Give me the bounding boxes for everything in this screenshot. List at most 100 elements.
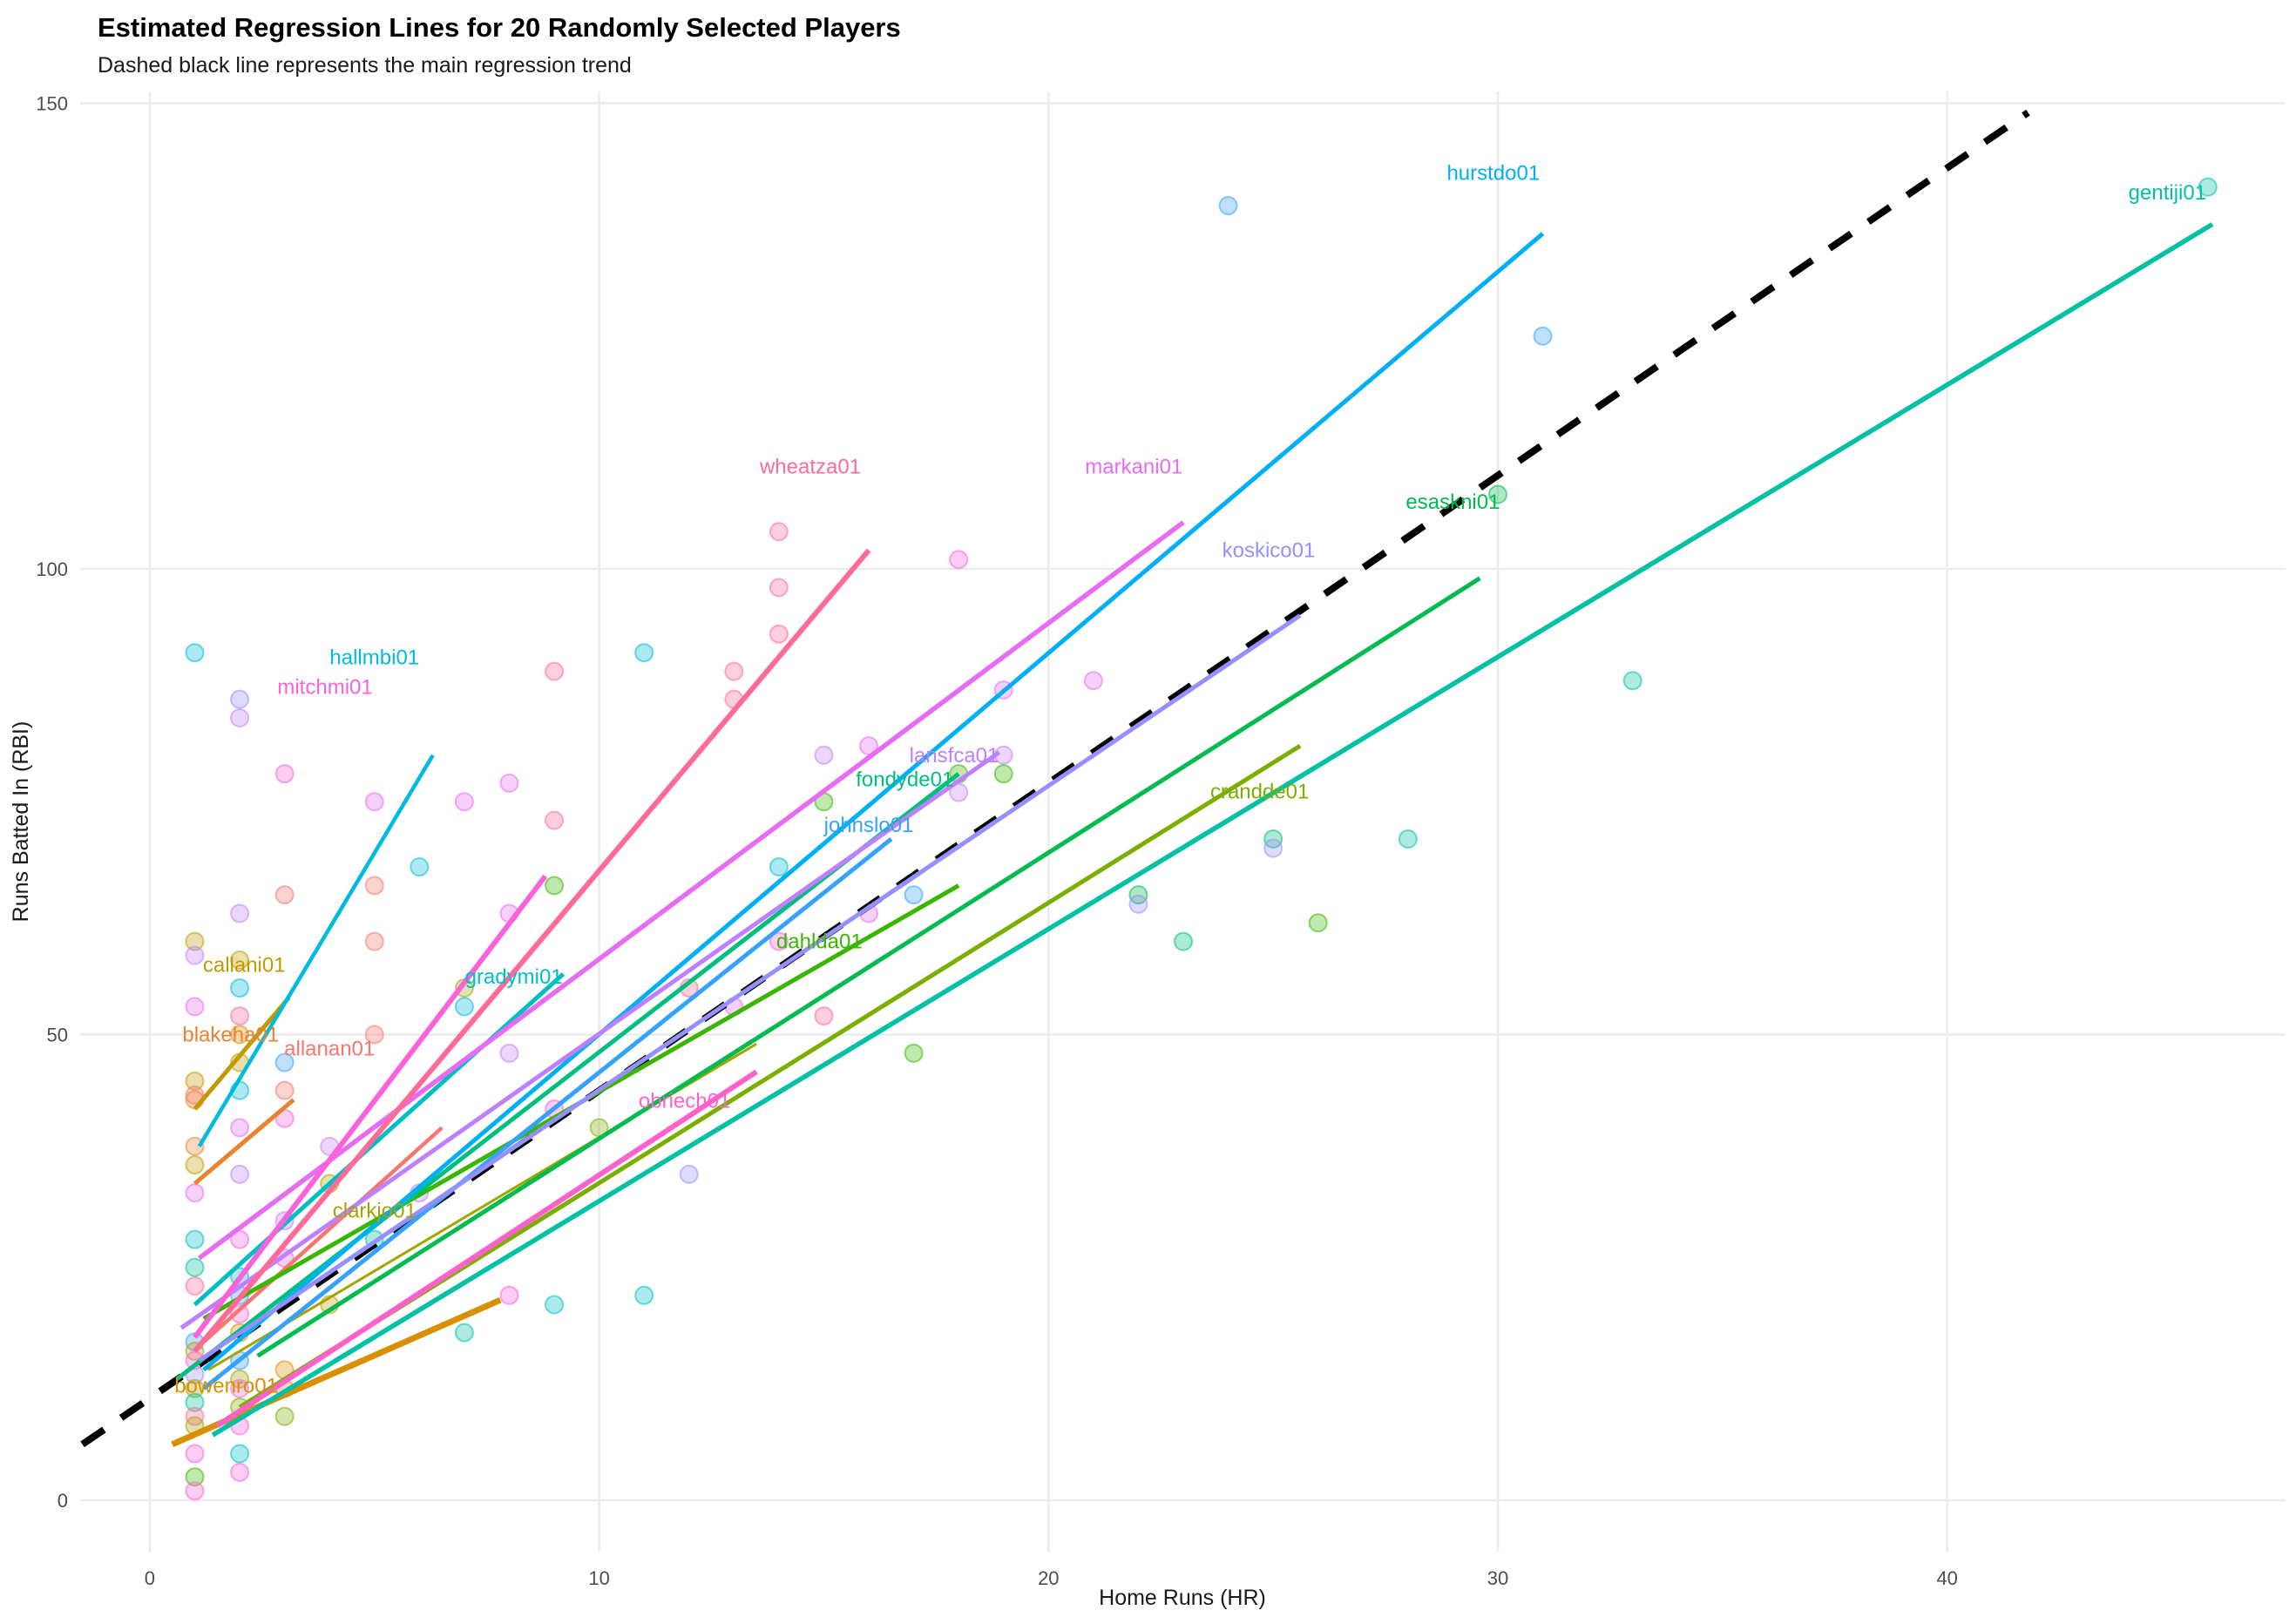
- player-label-gentiji01: gentiji01: [2129, 181, 2206, 205]
- data-point: [185, 1276, 205, 1296]
- data-point: [724, 661, 744, 681]
- data-point: [769, 578, 789, 598]
- data-point: [454, 1323, 474, 1343]
- data-point: [185, 1183, 205, 1203]
- regression-line-callani01: [193, 996, 291, 1111]
- data-point: [1218, 196, 1238, 216]
- player-label-bowenro01: bowenro01: [174, 1375, 278, 1398]
- y-tick-50: 50: [47, 1024, 68, 1045]
- data-point: [1622, 671, 1642, 691]
- data-point: [1083, 671, 1103, 691]
- x-tick-10: 10: [588, 1567, 609, 1589]
- data-point: [1263, 838, 1283, 858]
- data-point: [230, 903, 250, 924]
- data-point: [185, 1257, 205, 1277]
- data-point: [769, 624, 789, 644]
- player-label-mitchmi01: mitchmi01: [277, 676, 372, 700]
- data-point: [679, 1164, 699, 1184]
- x-tick-0: 0: [145, 1567, 155, 1589]
- data-point: [499, 773, 519, 793]
- data-point: [185, 1481, 205, 1501]
- player-label-lansfca01: lansfca01: [910, 744, 999, 768]
- data-point: [185, 1229, 205, 1249]
- player-label-markani01: markani01: [1085, 455, 1182, 478]
- data-point: [185, 1378, 205, 1398]
- data-point: [545, 810, 565, 830]
- player-label-callani01: callani01: [203, 953, 286, 977]
- data-point: [949, 782, 969, 802]
- data-point: [230, 708, 250, 728]
- data-point: [230, 978, 250, 998]
- player-label-hallmbi01: hallmbi01: [329, 646, 419, 670]
- player-label-esaskni01: esaskni01: [1405, 491, 1500, 514]
- data-point: [1533, 326, 1553, 346]
- regression-line-koskico01: [198, 613, 1302, 1363]
- player-label-wheatza01: wheatza01: [759, 455, 861, 478]
- axis-tick-labels: 0 10 20 30 40 0 50 100 150: [36, 92, 1958, 1589]
- regression-line-markani01: [198, 520, 1185, 1261]
- data-point: [230, 1444, 250, 1464]
- data-point: [185, 1155, 205, 1175]
- data-point: [230, 1006, 250, 1026]
- player-regression-lines: [171, 222, 2214, 1448]
- data-point: [769, 857, 789, 877]
- regression-line-mitchmi01: [193, 874, 548, 1339]
- scatter-points: [185, 177, 2218, 1501]
- player-label-hurstdo01: hurstdo01: [1446, 162, 1540, 186]
- player-label-clarkjo01: clarkjo01: [333, 1200, 417, 1223]
- data-point: [454, 997, 474, 1017]
- data-point: [949, 550, 969, 570]
- data-point: [274, 1052, 295, 1072]
- data-point: [2198, 177, 2218, 197]
- data-point: [185, 997, 205, 1017]
- chart-subtitle: Dashed black line represents the main re…: [98, 53, 632, 78]
- data-point: [274, 1080, 295, 1100]
- regression-line-esaskni01: [256, 576, 1481, 1358]
- player-label-koskico01: koskico01: [1223, 539, 1316, 563]
- data-point: [274, 1406, 295, 1426]
- data-point: [499, 1285, 519, 1305]
- data-point: [185, 1085, 205, 1105]
- player-label-obriech01: obriech01: [639, 1089, 730, 1113]
- data-point: [230, 689, 250, 709]
- data-point: [814, 745, 834, 765]
- data-point: [1487, 484, 1507, 504]
- y-tick-150: 150: [36, 92, 68, 114]
- player-label-allanan01: allanan01: [284, 1038, 375, 1061]
- data-point: [230, 1462, 250, 1482]
- data-point: [993, 764, 1013, 784]
- y-tick-100: 100: [36, 558, 68, 580]
- data-point: [545, 876, 565, 896]
- data-point: [185, 931, 205, 951]
- data-point: [185, 643, 205, 663]
- data-point: [1128, 894, 1148, 914]
- player-label-johnslo01: johnslo01: [823, 814, 914, 837]
- regression-line-obriech01: [215, 1069, 758, 1428]
- player-label-gradymi01: gradymi01: [465, 965, 563, 989]
- player-label-blakeha01: blakeha01: [182, 1023, 279, 1046]
- data-point: [1398, 829, 1418, 849]
- data-point: [1174, 931, 1194, 951]
- regression-line-blakeha01: [193, 1098, 295, 1186]
- data-point: [274, 885, 295, 905]
- data-point: [769, 522, 789, 542]
- data-point: [1308, 913, 1328, 933]
- y-tick-0: 0: [58, 1490, 68, 1512]
- x-tick-40: 40: [1936, 1567, 1957, 1589]
- x-tick-30: 30: [1487, 1567, 1508, 1589]
- data-point: [274, 764, 295, 784]
- data-point: [364, 931, 384, 951]
- regression-line-hallmbi01: [197, 754, 435, 1147]
- data-point: [185, 945, 205, 965]
- gridlines: [80, 91, 2286, 1552]
- data-point: [230, 1025, 250, 1045]
- data-point: [364, 792, 384, 812]
- x-axis-title: Home Runs (HR): [1099, 1586, 1266, 1610]
- regression-line-wheatza01: [193, 548, 871, 1353]
- regression-line-hurstdo01: [202, 232, 1545, 1372]
- player-label-fondyde01: fondyde01: [856, 768, 953, 792]
- data-point: [185, 1136, 205, 1156]
